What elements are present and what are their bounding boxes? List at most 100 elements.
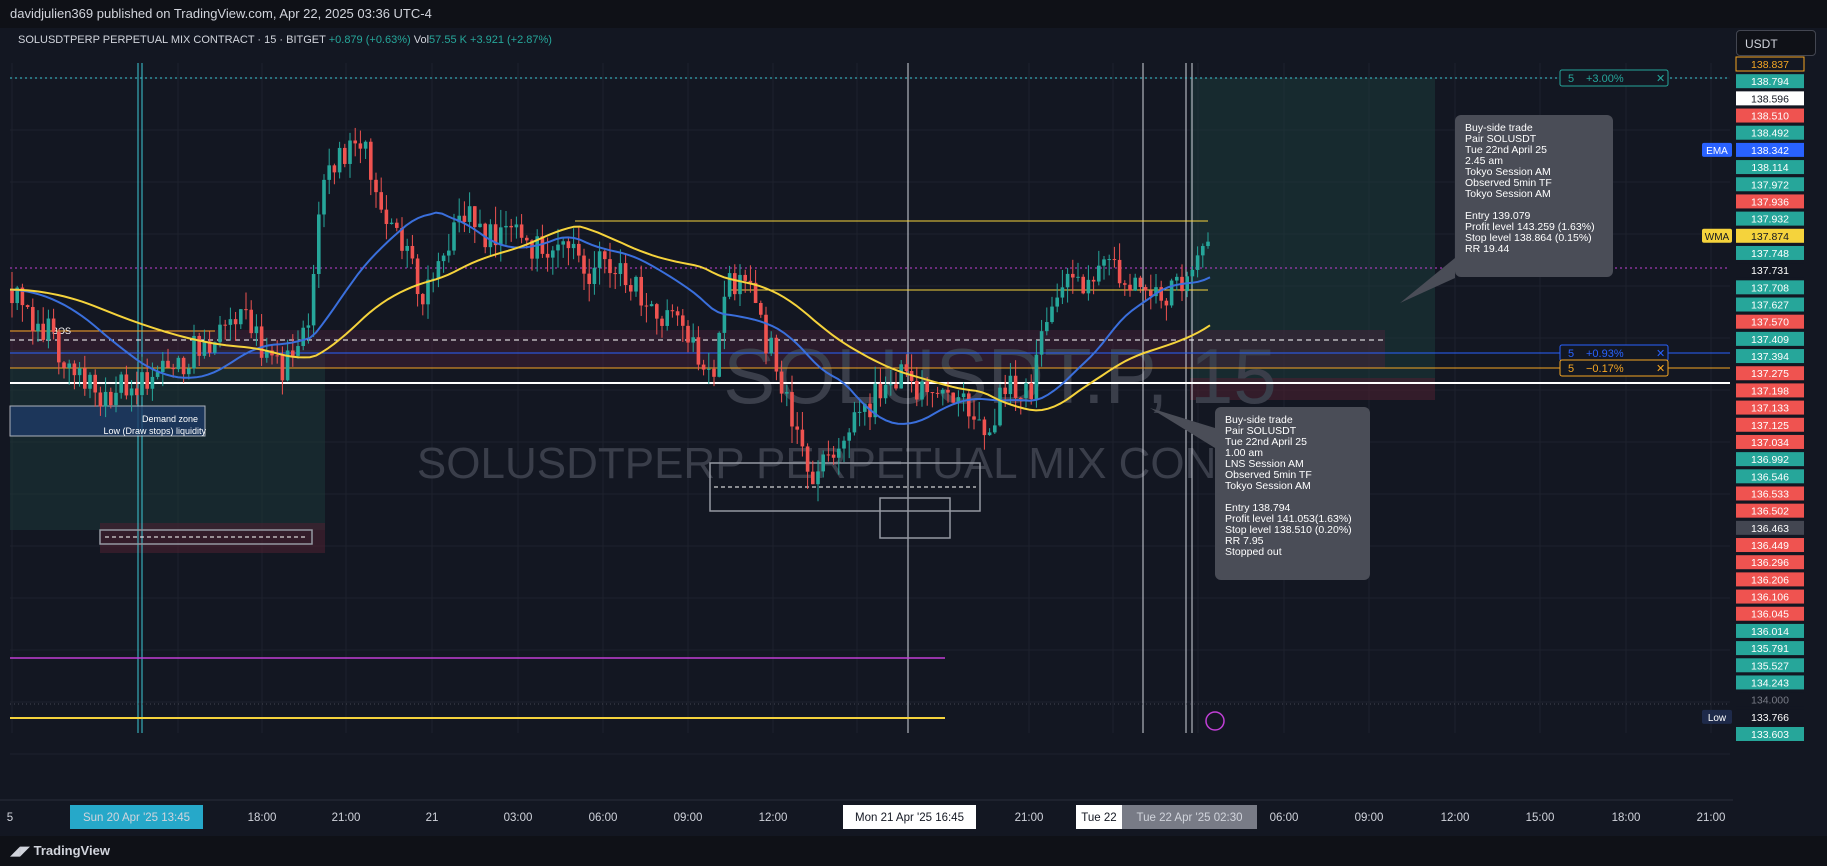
candle[interactable] <box>509 218 513 242</box>
candle[interactable] <box>135 371 139 405</box>
candle[interactable] <box>733 264 737 301</box>
candle[interactable] <box>93 369 97 407</box>
candle[interactable] <box>348 132 352 178</box>
candle[interactable] <box>811 460 815 485</box>
candle[interactable] <box>998 384 1002 427</box>
candle[interactable] <box>301 320 305 351</box>
candle[interactable] <box>233 311 238 341</box>
candle[interactable] <box>790 375 794 444</box>
candle[interactable] <box>109 387 113 409</box>
candle[interactable] <box>707 352 711 385</box>
candle[interactable] <box>883 376 888 404</box>
candle[interactable] <box>556 228 560 268</box>
candle[interactable] <box>478 209 482 228</box>
candle[interactable] <box>77 361 82 387</box>
candle[interactable] <box>369 138 373 196</box>
candle[interactable] <box>145 358 149 395</box>
candle[interactable] <box>597 241 602 285</box>
candle[interactable] <box>639 265 643 316</box>
candle[interactable] <box>400 217 404 260</box>
candle[interactable] <box>25 304 30 310</box>
candle[interactable] <box>67 359 71 385</box>
candle[interactable] <box>681 309 685 342</box>
candle[interactable] <box>837 437 841 475</box>
candle[interactable] <box>1149 274 1153 310</box>
candle[interactable] <box>629 278 633 301</box>
candle[interactable] <box>1102 255 1106 280</box>
currency-selector-button[interactable]: USDT <box>1736 30 1816 56</box>
candle[interactable] <box>62 361 66 379</box>
candle[interactable] <box>223 319 227 340</box>
candle[interactable] <box>441 253 446 273</box>
candle[interactable] <box>935 386 940 398</box>
candle[interactable] <box>1091 276 1096 295</box>
alert-bolt-icon[interactable] <box>1205 711 1225 731</box>
candle[interactable] <box>753 269 758 304</box>
close-position-icon[interactable]: ✕ <box>1656 348 1665 360</box>
candle[interactable] <box>686 320 690 353</box>
candle[interactable] <box>1107 254 1111 276</box>
candle[interactable] <box>712 359 716 387</box>
candle[interactable] <box>1071 259 1075 294</box>
candle[interactable] <box>670 304 675 318</box>
candle[interactable] <box>561 237 565 258</box>
candle[interactable] <box>1039 319 1044 367</box>
close-position-icon[interactable]: ✕ <box>1656 73 1665 85</box>
candle[interactable] <box>358 130 363 164</box>
candle[interactable] <box>447 233 451 263</box>
candle[interactable] <box>72 360 77 390</box>
candle[interactable] <box>311 264 316 337</box>
candle[interactable] <box>353 127 357 157</box>
candle[interactable] <box>894 372 898 391</box>
candle[interactable] <box>322 174 326 228</box>
candle[interactable] <box>176 355 181 373</box>
candle[interactable] <box>504 210 508 245</box>
candle[interactable] <box>493 206 498 258</box>
candle[interactable] <box>244 292 248 320</box>
candle[interactable] <box>1086 265 1091 301</box>
candle[interactable] <box>540 224 545 258</box>
candle[interactable] <box>759 300 763 318</box>
candle[interactable] <box>1143 284 1148 302</box>
candle[interactable] <box>1201 243 1205 268</box>
candle[interactable] <box>831 446 836 465</box>
candle[interactable] <box>691 323 695 352</box>
candle[interactable] <box>613 266 617 290</box>
candle[interactable] <box>285 339 290 382</box>
candle[interactable] <box>41 307 45 343</box>
candle[interactable] <box>623 253 628 294</box>
candle[interactable] <box>592 251 597 295</box>
candle[interactable] <box>1034 340 1039 408</box>
position-tag[interactable] <box>1559 359 1669 377</box>
candle[interactable] <box>332 163 337 185</box>
candle[interactable] <box>566 238 571 266</box>
candle[interactable] <box>31 298 35 345</box>
candle[interactable] <box>779 360 784 403</box>
candle[interactable] <box>1164 298 1169 321</box>
candle[interactable] <box>119 371 123 399</box>
candle[interactable] <box>842 436 846 463</box>
candle[interactable] <box>10 271 14 318</box>
candle[interactable] <box>826 440 831 462</box>
candle[interactable] <box>847 428 851 459</box>
candle[interactable] <box>379 177 383 214</box>
candle[interactable] <box>1128 273 1132 297</box>
candle[interactable] <box>769 331 773 356</box>
candle[interactable] <box>748 265 753 293</box>
candle[interactable] <box>1050 296 1054 324</box>
candle[interactable] <box>1175 273 1179 291</box>
candle[interactable] <box>192 324 196 374</box>
candle[interactable] <box>701 359 706 376</box>
candle[interactable] <box>114 376 118 413</box>
candle[interactable] <box>785 384 789 407</box>
candle[interactable] <box>46 309 51 349</box>
candle[interactable] <box>535 229 539 272</box>
candle[interactable] <box>426 265 430 319</box>
candle[interactable] <box>415 254 420 307</box>
candle[interactable] <box>1138 275 1143 293</box>
candle[interactable] <box>337 141 342 179</box>
candle[interactable] <box>410 234 415 265</box>
candle[interactable] <box>1206 232 1210 249</box>
candle[interactable] <box>103 377 108 418</box>
candle[interactable] <box>577 227 581 263</box>
